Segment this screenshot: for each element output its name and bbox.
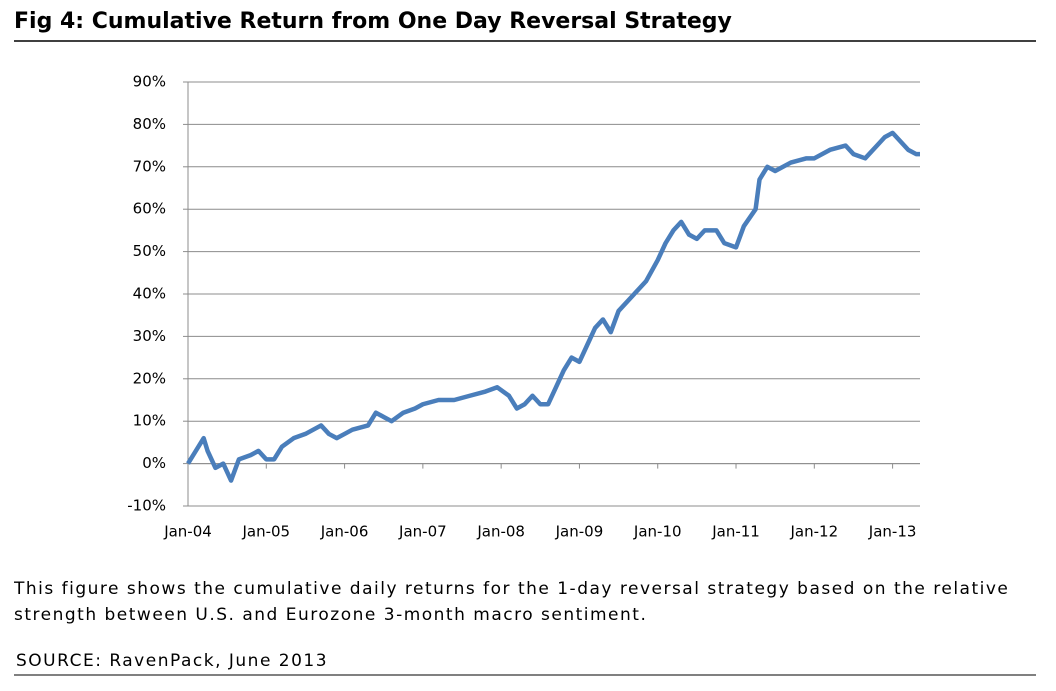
x-tick-label: Jan-12 — [789, 523, 838, 541]
x-tick-label: Jan-09 — [555, 523, 604, 541]
x-tick-label: Jan-07 — [398, 523, 447, 541]
y-tick-label: 40% — [133, 285, 166, 303]
source: SOURCE: RavenPack, June 2013 — [16, 651, 328, 671]
y-tick-label: 10% — [133, 412, 166, 430]
y-tick-label: 50% — [133, 242, 166, 260]
y-tick-label: 30% — [133, 327, 166, 345]
caption: This figure shows the cumulative daily r… — [14, 579, 1010, 625]
y-tick-label: 80% — [133, 115, 166, 133]
y-tick-label: 70% — [133, 157, 166, 175]
caption-box: This figure shows the cumulative daily r… — [14, 579, 1010, 625]
x-tick-label: Jan-06 — [320, 523, 369, 541]
y-tick-label: 20% — [133, 369, 166, 387]
x-tick-label: Jan-05 — [241, 523, 290, 541]
x-tick-label: Jan-13 — [868, 523, 917, 541]
x-tick-label: Jan-04 — [163, 523, 212, 541]
y-tick-label: -10% — [127, 497, 166, 515]
x-tick-label: Jan-11 — [711, 523, 760, 541]
y-tick-label: 0% — [142, 454, 166, 472]
line-series — [186, 130, 920, 483]
y-tick-label: 90% — [133, 73, 166, 91]
x-tick-label: Jan-10 — [633, 523, 682, 541]
y-tick-label: 60% — [133, 200, 166, 218]
x-tick-label: Jan-08 — [476, 523, 525, 541]
chart-title: Fig 4: Cumulative Return from One Day Re… — [14, 9, 732, 34]
